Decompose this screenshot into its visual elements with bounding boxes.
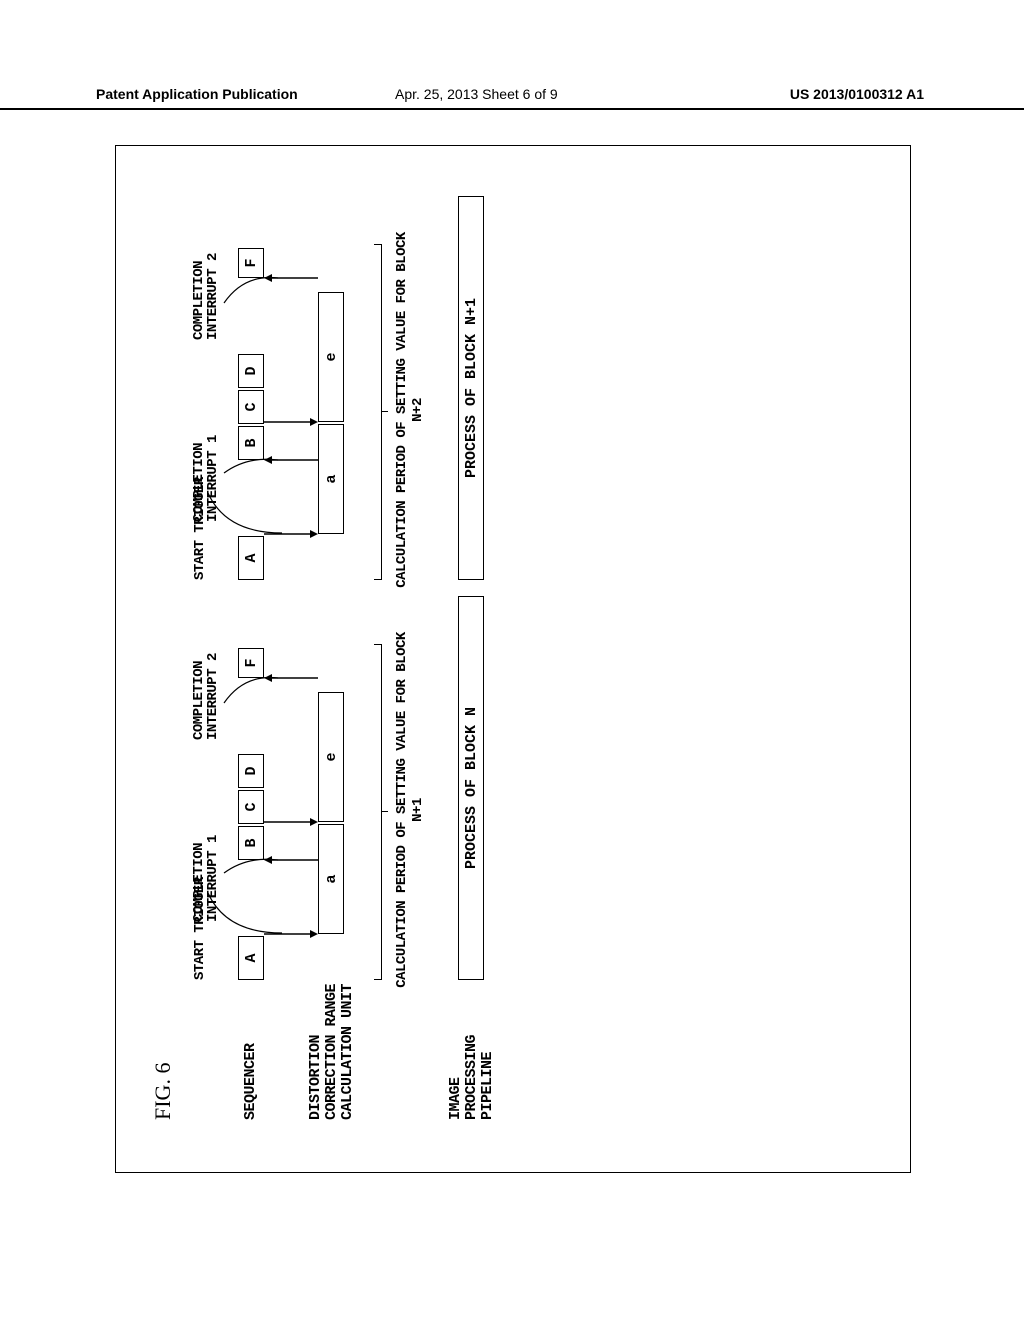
seq-block-A-1: A <box>238 936 264 980</box>
pipeline-2-text: PROCESS OF BLOCK N+1 <box>463 298 480 478</box>
completion2-label-1: COMPLETION INTERRUPT 2 <box>192 653 220 740</box>
calc-block-e-1: e <box>318 692 344 822</box>
curve-start-trigger-1 <box>206 885 284 935</box>
seq-F-1-text: F <box>243 659 260 668</box>
curve-completion2-1 <box>222 668 282 708</box>
calc-a-2-text: a <box>323 475 340 484</box>
period-label-2: CALCULATION PERIOD OF SETTING VALUE FOR … <box>394 230 426 590</box>
seq-F-2-text: F <box>243 259 260 268</box>
arrow-B-to-e-1 <box>264 814 318 830</box>
seq-C-2-text: C <box>243 403 260 412</box>
seq-D-2-text: D <box>243 367 260 376</box>
calc-e-1-text: e <box>323 753 340 762</box>
pipeline-block-1: PROCESS OF BLOCK N <box>458 596 484 980</box>
page-header: Patent Application Publication Apr. 25, … <box>0 86 1024 110</box>
seq-block-D-2: D <box>238 354 264 388</box>
header-patent-number: US 2013/0100312 A1 <box>790 86 924 102</box>
seq-C-1-text: C <box>243 803 260 812</box>
header-date-sheet: Apr. 25, 2013 Sheet 6 of 9 <box>395 86 558 102</box>
calc-e-2-text: e <box>323 353 340 362</box>
calc-block-e-2: e <box>318 292 344 422</box>
pipeline-block-2: PROCESS OF BLOCK N+1 <box>458 196 484 580</box>
calc-block-a-1: a <box>318 824 344 934</box>
header-publication: Patent Application Publication <box>96 86 298 102</box>
curve-start-trigger-2 <box>206 485 284 535</box>
seq-block-D-1: D <box>238 754 264 788</box>
pipeline-1-text: PROCESS OF BLOCK N <box>463 707 480 869</box>
timing-diagram: FIG. 6 SEQUENCER DISTORTION CORRECTION R… <box>150 140 910 1120</box>
seq-block-A-2: A <box>238 536 264 580</box>
calc-block-a-2: a <box>318 424 344 534</box>
bracket-tick-2 <box>382 411 388 412</box>
seq-block-C-2: C <box>238 390 264 424</box>
row-label-pipeline: IMAGE PROCESSING PIPELINE <box>448 1035 495 1120</box>
row-label-sequencer: SEQUENCER <box>242 1043 259 1120</box>
calc-a-1-text: a <box>323 875 340 884</box>
bracket-period-1 <box>374 644 382 980</box>
seq-block-C-1: C <box>238 790 264 824</box>
figure-label: FIG. 6 <box>150 1063 176 1120</box>
curve-completion2-2 <box>222 268 282 308</box>
period-label-1: CALCULATION PERIOD OF SETTING VALUE FOR … <box>394 630 426 990</box>
bracket-tick-1 <box>382 811 388 812</box>
bracket-period-2 <box>374 244 382 580</box>
row-label-distortion: DISTORTION CORRECTION RANGE CALCULATION … <box>308 984 355 1120</box>
seq-A-2-text: A <box>243 554 260 563</box>
completion2-label-2: COMPLETION INTERRUPT 2 <box>192 253 220 340</box>
arrow-B-to-e-2 <box>264 414 318 430</box>
seq-A-1-text: A <box>243 954 260 963</box>
curve-completion1-1 <box>222 838 282 878</box>
curve-completion1-2 <box>222 438 282 478</box>
seq-D-1-text: D <box>243 767 260 776</box>
